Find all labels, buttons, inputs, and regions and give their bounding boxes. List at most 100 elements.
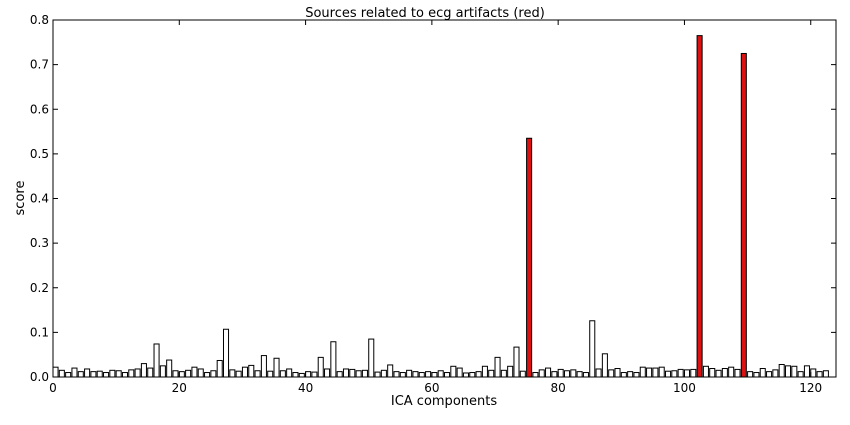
bar <box>639 366 646 378</box>
bar <box>728 366 735 378</box>
bar <box>721 368 728 378</box>
chart-title: Sources related to ecg artifacts (red) <box>305 6 545 21</box>
bar <box>103 372 110 378</box>
y-tick-label: 0.8 <box>30 13 49 27</box>
bar <box>665 370 672 378</box>
bar <box>210 370 217 378</box>
bar <box>229 369 236 378</box>
bar <box>652 367 659 378</box>
bar <box>551 371 558 378</box>
bar <box>601 353 608 378</box>
ticks-group <box>52 19 836 378</box>
bar <box>399 372 406 378</box>
bar <box>178 371 185 378</box>
bar <box>425 371 432 378</box>
bar <box>58 369 65 378</box>
bar <box>128 369 135 378</box>
y-tick-label: 0.7 <box>30 58 49 72</box>
bar <box>121 372 129 378</box>
y-tick-label: 0.0 <box>30 370 49 384</box>
bar <box>683 369 691 378</box>
bar <box>330 341 337 378</box>
plot-frame <box>52 19 837 378</box>
bar <box>159 365 166 378</box>
x-tick-label: 100 <box>673 381 696 395</box>
bar <box>766 371 773 378</box>
x-tick-label: 60 <box>424 381 439 395</box>
x-axis-title: ICA components <box>391 394 497 409</box>
bar <box>71 367 78 378</box>
bar <box>589 320 596 378</box>
bar <box>374 371 381 378</box>
bar <box>747 371 754 378</box>
bar <box>500 369 507 378</box>
bar <box>185 369 192 378</box>
bar <box>368 338 375 378</box>
bar <box>797 371 804 378</box>
bar <box>608 369 615 378</box>
bar <box>140 363 147 378</box>
x-tick-label: 120 <box>799 381 822 395</box>
bar <box>545 367 552 378</box>
bar <box>570 369 577 378</box>
bar <box>235 370 242 378</box>
bar <box>431 372 438 378</box>
bar <box>456 367 463 378</box>
bar <box>273 357 280 378</box>
bar <box>65 372 72 378</box>
bar <box>810 368 817 378</box>
bar <box>147 367 154 378</box>
bar <box>532 372 539 378</box>
y-tick-label: 0.3 <box>30 236 49 250</box>
bar <box>437 370 444 378</box>
bar <box>475 371 482 378</box>
bar <box>222 328 230 378</box>
bar <box>172 370 179 378</box>
bars-group <box>52 35 829 378</box>
bar <box>702 365 709 378</box>
bar <box>84 368 91 378</box>
bar <box>336 371 343 378</box>
bar <box>582 372 589 378</box>
bar <box>279 370 286 378</box>
bar <box>311 371 318 378</box>
bar <box>595 368 602 378</box>
bar <box>355 370 362 378</box>
bar <box>305 371 312 378</box>
bar <box>204 372 211 378</box>
y-tick-label: 0.5 <box>30 147 49 161</box>
bar <box>620 372 627 378</box>
x-tick-label: 0 <box>49 381 57 395</box>
bar <box>153 343 160 378</box>
bar <box>658 366 665 378</box>
bar <box>494 356 501 378</box>
bar <box>557 368 564 378</box>
bar-highlighted <box>740 52 747 378</box>
bar <box>734 368 741 378</box>
bar <box>784 365 792 378</box>
bar <box>646 367 653 378</box>
x-tick-label: 20 <box>172 381 187 395</box>
bar <box>286 368 293 378</box>
bar <box>772 369 779 378</box>
bar <box>52 366 59 378</box>
bar <box>677 368 684 378</box>
bar <box>241 366 248 378</box>
y-tick-label: 0.4 <box>30 192 49 206</box>
bar <box>96 370 103 378</box>
bar <box>90 371 97 378</box>
bar <box>450 365 457 378</box>
bar <box>260 355 267 378</box>
bar <box>633 372 640 378</box>
bar <box>292 372 299 378</box>
bar <box>216 359 223 378</box>
bar <box>759 368 766 378</box>
tick-labels-group: 0 20 40 60 80 100 120 0.0 0.1 0.2 0.3 0.4 0.5 0.6 0.7 0… <box>30 13 822 395</box>
y-tick-label: 0.2 <box>30 281 49 295</box>
x-tick-label: 40 <box>298 381 313 395</box>
bar <box>469 372 476 378</box>
bar <box>298 372 305 378</box>
bar <box>267 370 274 378</box>
bar <box>462 372 469 378</box>
bar <box>576 371 583 378</box>
